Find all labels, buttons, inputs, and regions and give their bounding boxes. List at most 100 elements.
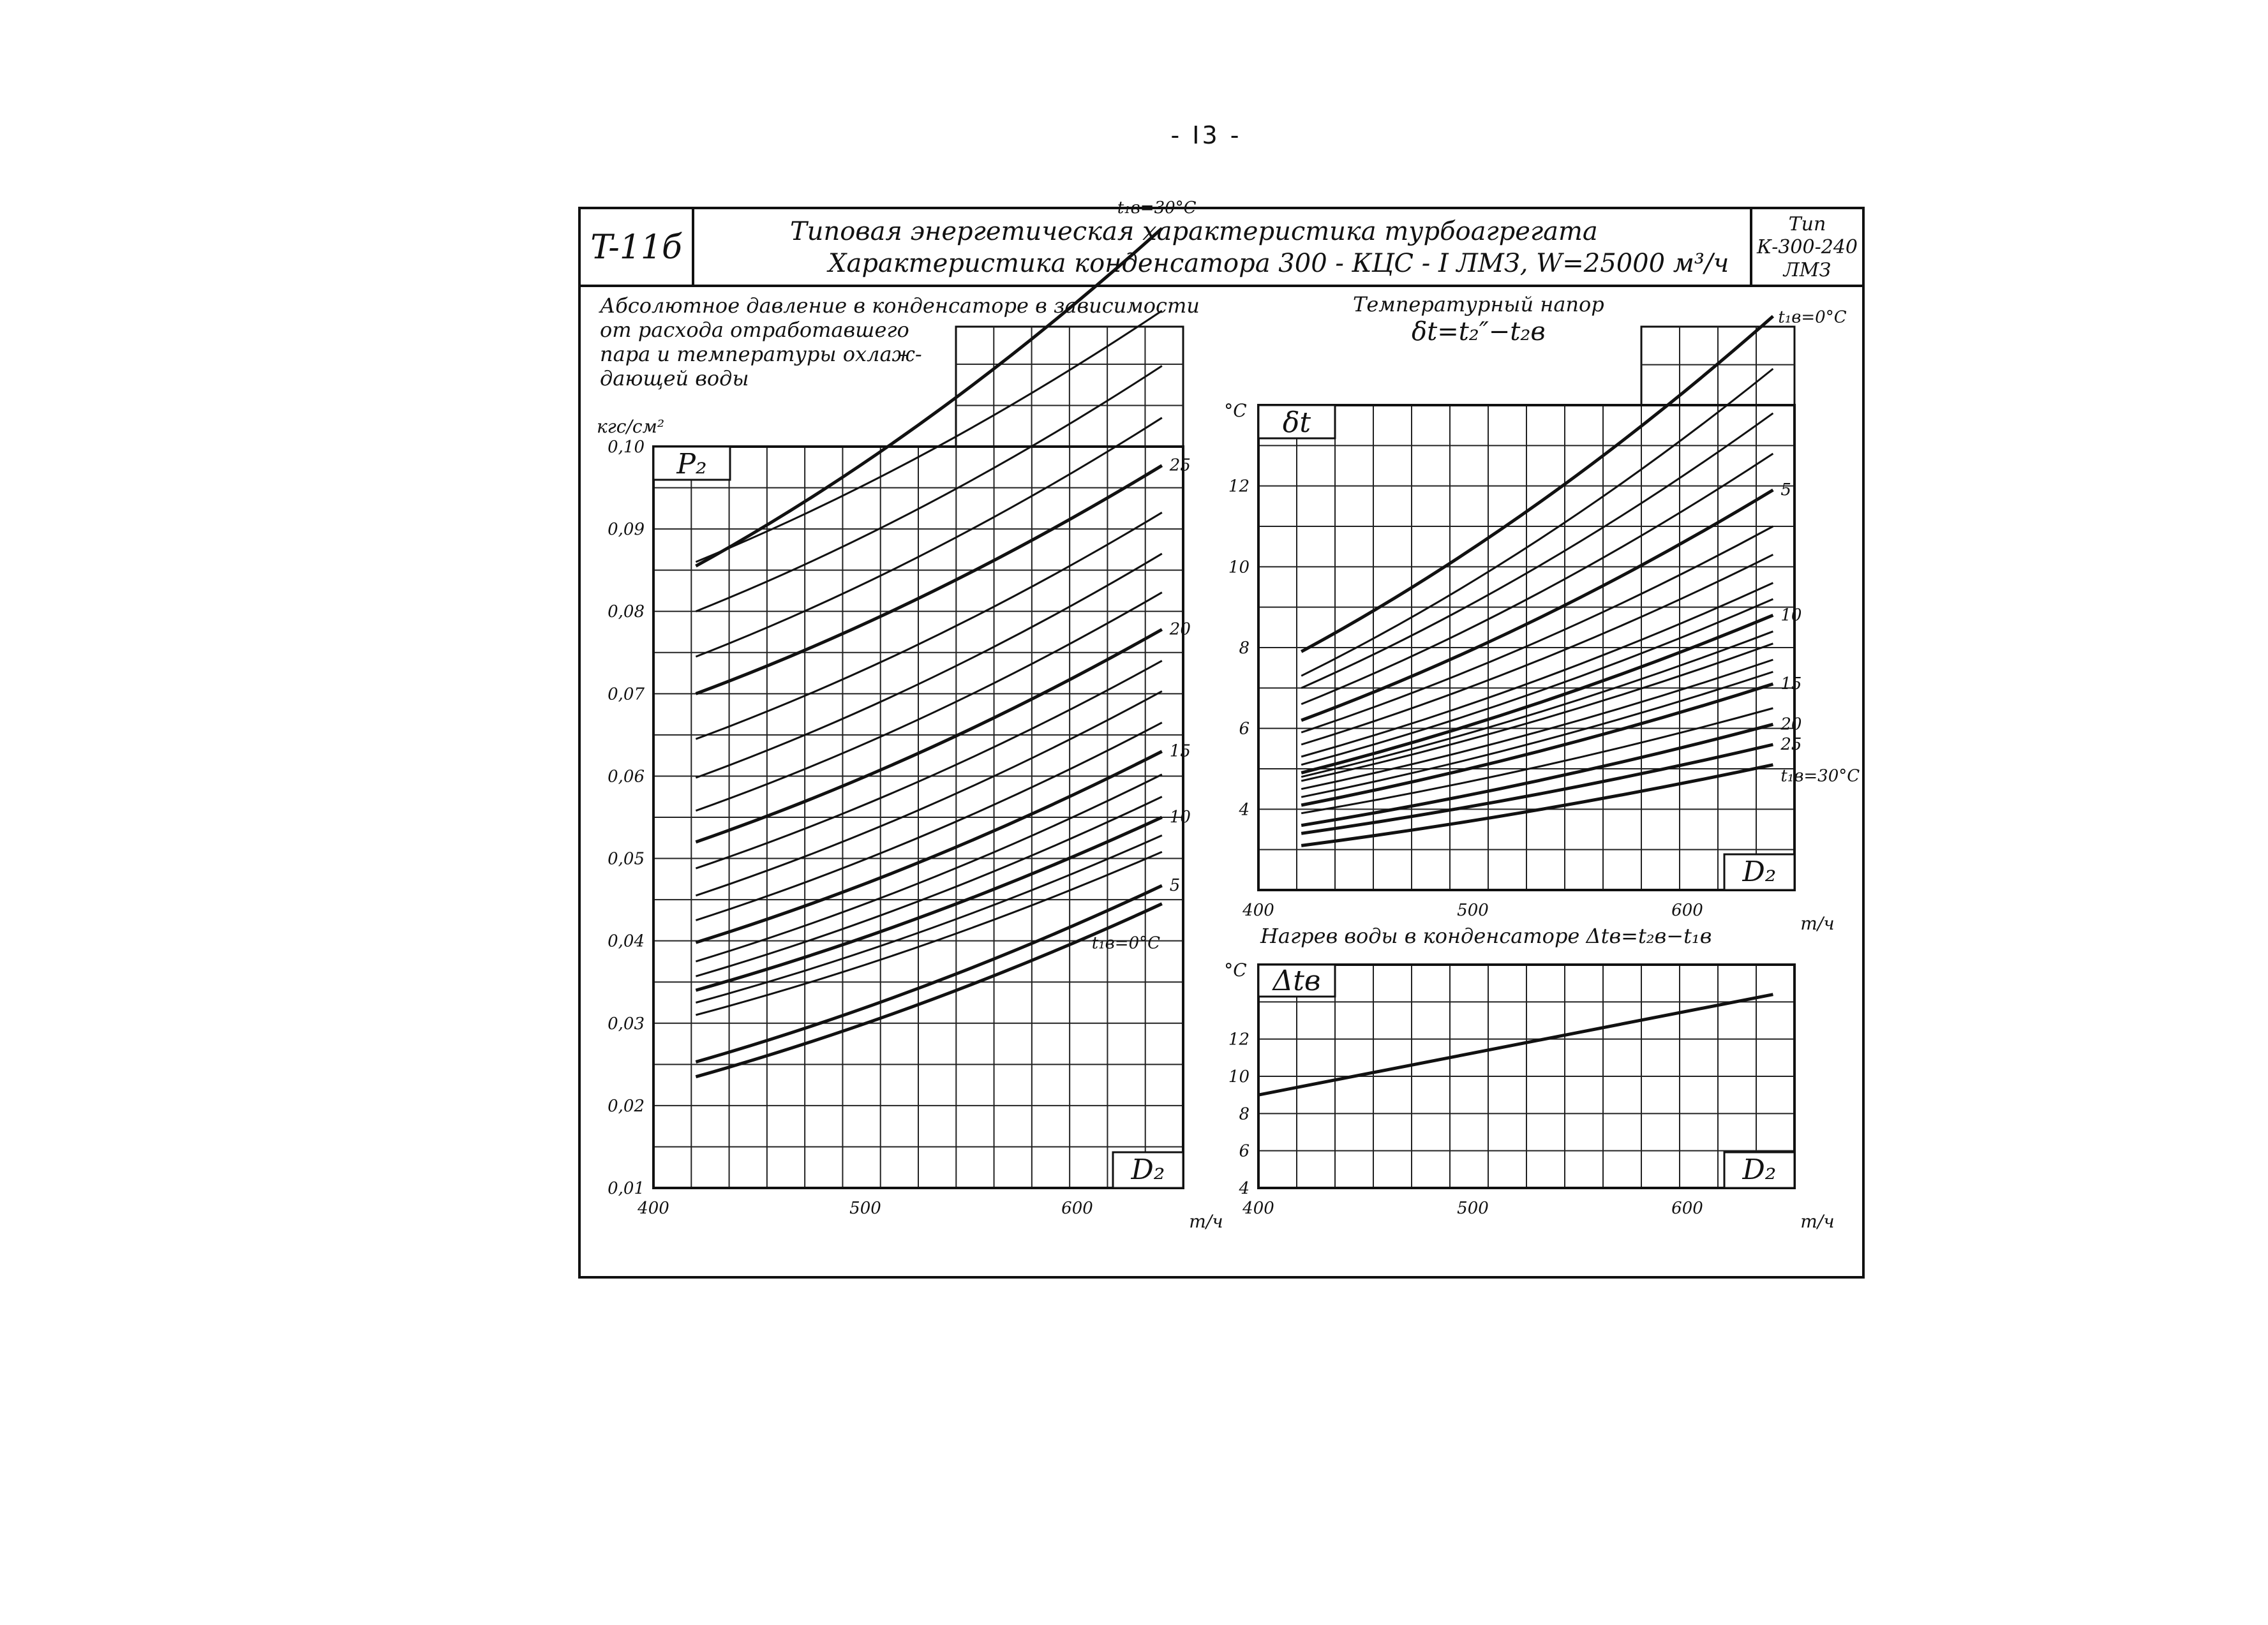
sheet-title-block: Типовая энергетическая характеристика ту…: [692, 209, 1752, 286]
chart1-series-line: [695, 417, 1163, 658]
chart2-y-tick-label: 4: [1238, 800, 1250, 819]
chart3-y-tick-label: 4: [1238, 1179, 1250, 1198]
chart2-series-line: [1301, 763, 1773, 847]
chart1-series-label: t₁в=0°C: [1092, 934, 1160, 953]
chart1-series-line: [695, 884, 1163, 1064]
chart3-y-tick-label: 8: [1239, 1104, 1250, 1124]
chart1-y-tick-label: 0,08: [608, 602, 645, 621]
header-divider: [581, 285, 1862, 287]
chart1-series-line: [696, 850, 1163, 1016]
chart1-y-tick-label: 0,03: [608, 1014, 645, 1034]
chart1-title-line: пара и температуры охлаж-: [600, 342, 922, 366]
page-number: - I3 -: [1170, 121, 1242, 149]
chart2-series-line: [1301, 367, 1774, 677]
chart2-series-line: [1301, 707, 1773, 815]
chart1-x-unit: т/ч: [1189, 1211, 1223, 1232]
chart3-x-tick-label: 500: [1457, 1199, 1489, 1218]
chart2-y-symbol: δt: [1283, 406, 1311, 439]
chart1-series-label: 25: [1169, 456, 1191, 475]
chart1-x-tick-label: 600: [1061, 1199, 1093, 1218]
chart1-series-line: [695, 512, 1163, 740]
chart2-series-line: [1301, 743, 1773, 835]
chart1-title: Абсолютное давление в конденсаторе в зав…: [600, 293, 1200, 390]
chart1-title-line: от расхода отработавшего: [600, 318, 909, 342]
chart2-series-label: 10: [1780, 605, 1802, 625]
chart2-series-line: [1301, 614, 1774, 775]
chart1-series-line: [695, 464, 1163, 695]
chart1-series-label: t₁в=30°C: [1117, 198, 1197, 218]
chart3-y-tick-label: 12: [1228, 1030, 1250, 1050]
chart2-y-unit: °C: [1224, 400, 1246, 421]
turbine-type-model: К-300-240: [1756, 236, 1858, 258]
chart1-series-line: [695, 902, 1163, 1079]
chart2-series-label: 5: [1780, 480, 1791, 500]
chart2-title-line: Температурный напор: [1353, 292, 1604, 316]
sheet-code: T-11б: [590, 228, 682, 267]
chart2-series-label: t₁в=30°C: [1780, 767, 1860, 786]
chart1-y-tick-label: 0,02: [608, 1097, 645, 1116]
chart3-title: Нагрев воды в конденсаторе Δtв=t₂в−t₁в: [1260, 924, 1712, 948]
sheet-title-line1: Типовая энергетическая характеристика ту…: [790, 217, 1598, 246]
chart2-x-symbol: D₂: [1742, 856, 1777, 888]
chart2-series-line: [1301, 525, 1774, 734]
chart2-plot-frame: [1257, 404, 1796, 891]
chart2-series-line: [1301, 315, 1775, 653]
chart2-y-symbol-box: [1257, 404, 1336, 440]
chart1-x-symbol-box: [1112, 1151, 1184, 1189]
chart1-y-tick-label: 0,01: [608, 1179, 645, 1198]
chart3-y-tick-label: 6: [1239, 1142, 1250, 1161]
turbine-type-block: Тип К-300-240 ЛМЗ: [1752, 209, 1862, 286]
chart2-series-line: [1301, 553, 1774, 746]
chart2-series-line: [1301, 658, 1773, 790]
chart2-series-line: [1301, 671, 1773, 798]
chart1-series-line: [695, 722, 1163, 921]
chart1-y-symbol: P₂: [676, 448, 706, 480]
chart1-series-line: [695, 660, 1163, 870]
chart3-series-line: [1258, 993, 1773, 1097]
chart1-series-line: [695, 750, 1163, 944]
chart2-x-tick-label: 600: [1671, 901, 1703, 920]
sheet-title-line2: Характеристика конденсатора 300 - КЦС - …: [828, 249, 1729, 278]
chart1-y-symbol-box: [652, 445, 731, 481]
chart2-series-label: 20: [1780, 715, 1802, 734]
chart2-x-unit: т/ч: [1800, 913, 1834, 934]
chart2-x-symbol-box: [1723, 853, 1796, 891]
chart2-series-label: t₁в=0°C: [1778, 308, 1846, 327]
chart1-series-label: 10: [1170, 808, 1191, 827]
chart1-y-unit: кгс/см²: [597, 416, 664, 437]
chart1-series-line: [695, 815, 1163, 992]
chart1-series-line: [695, 773, 1163, 963]
chart3-y-symbol: Δtв: [1271, 965, 1320, 997]
chart1-series-label: 15: [1170, 742, 1191, 761]
chart2-series-line: [1301, 722, 1774, 827]
chart2-x-tick-label: 500: [1457, 901, 1489, 920]
chart2-series-label: 15: [1780, 674, 1802, 694]
chart1-title-line: дающей воды: [600, 366, 749, 390]
chart2-series-line: [1301, 488, 1774, 722]
chart3-x-symbol-box: [1723, 1151, 1796, 1189]
chart2-formula: δt=t₂″−t₂в: [1412, 317, 1546, 346]
chart2-series-line: [1301, 412, 1774, 689]
chart2-series-line: [1301, 642, 1773, 782]
turbine-type-maker: ЛМЗ: [1783, 259, 1832, 281]
chart3-x-tick-label: 600: [1671, 1199, 1703, 1218]
chart1-series-line: [695, 309, 1163, 563]
chart2-x-tick-label: 400: [1242, 901, 1274, 920]
chart1-x-symbol: D₂: [1131, 1154, 1165, 1186]
chart3-y-unit: °C: [1224, 960, 1246, 981]
turbine-type-label: Тип: [1788, 213, 1826, 235]
chart1-plot-frame: [652, 445, 1184, 1189]
chart1-y-tick-label: 0,06: [608, 767, 645, 786]
chart3-title-line: Нагрев воды в конденсаторе Δtв=t₂в−t₁в: [1260, 924, 1712, 948]
chart3-x-tick-label: 400: [1242, 1199, 1274, 1218]
chart1-series-label: 20: [1169, 620, 1191, 639]
chart3-y-symbol-box: [1257, 963, 1336, 998]
chart3-y-tick-label: 10: [1228, 1067, 1250, 1087]
chart1-y-tick-label: 0,04: [608, 932, 645, 951]
chart1-series-line: [695, 690, 1163, 897]
chart1-title-line: Абсолютное давление в конденсаторе в зав…: [600, 293, 1200, 318]
chart1-y-tick-label: 0,10: [608, 438, 645, 457]
chart2-y-tick-label: 6: [1239, 720, 1250, 739]
chart2-y-tick-label: 12: [1228, 477, 1250, 496]
